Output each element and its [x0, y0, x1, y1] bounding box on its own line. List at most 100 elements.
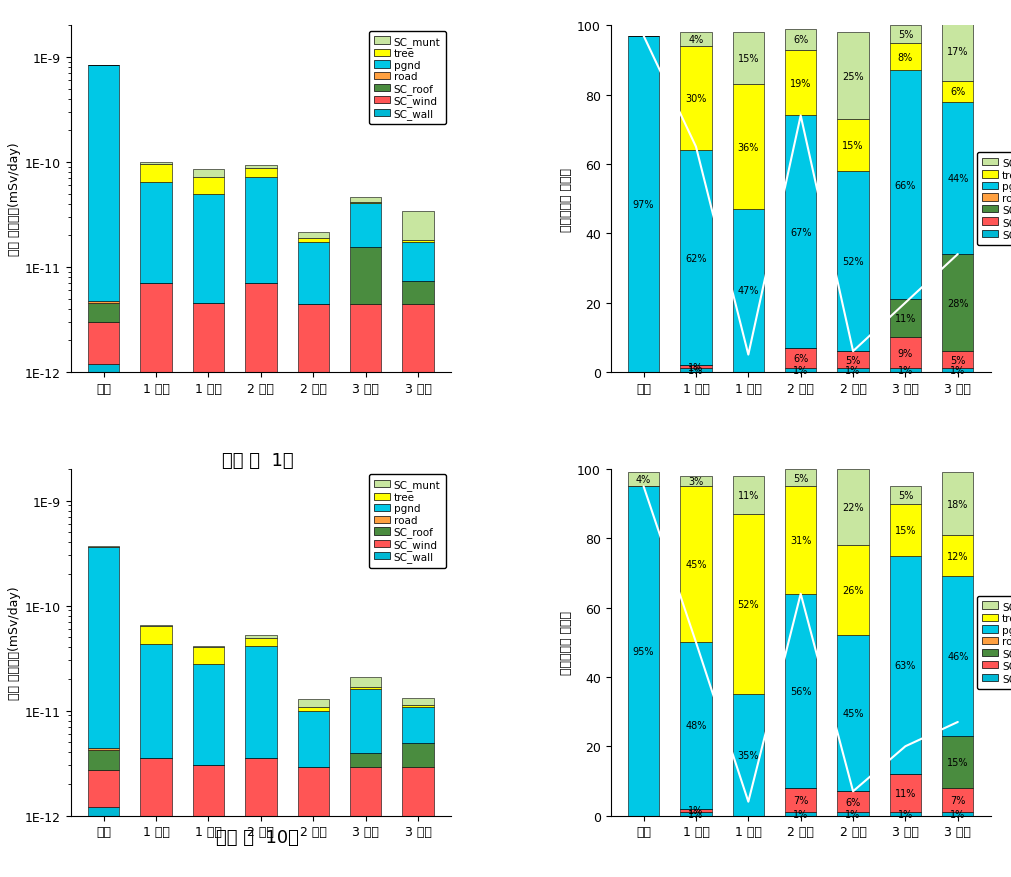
Legend: SC_munt, tree, pgnd, road, SC_roof, SC_wind, SC_wall: SC_munt, tree, pgnd, road, SC_roof, SC_w…	[977, 153, 1011, 246]
Bar	[402, 705, 434, 707]
Bar	[942, 352, 974, 369]
Bar	[350, 677, 381, 687]
Bar	[837, 545, 868, 636]
Bar	[890, 487, 921, 504]
Bar	[297, 858, 329, 877]
Bar	[890, 44, 921, 71]
Bar	[350, 414, 381, 877]
Bar	[193, 647, 224, 664]
Bar	[297, 233, 329, 239]
Text: 15%: 15%	[738, 54, 759, 64]
Bar	[193, 646, 224, 647]
Bar	[628, 473, 659, 487]
Text: 3%: 3%	[688, 476, 704, 487]
Bar	[141, 847, 172, 877]
Bar	[297, 707, 329, 711]
Text: 17%: 17%	[947, 47, 969, 57]
Bar	[837, 172, 868, 352]
Bar	[942, 788, 974, 812]
Bar	[733, 85, 764, 210]
Bar	[297, 242, 329, 305]
Text: 사고 후  10년: 사고 후 10년	[216, 828, 299, 846]
Bar	[297, 699, 329, 707]
Bar	[193, 304, 224, 404]
Bar	[141, 404, 172, 877]
Bar	[890, 300, 921, 338]
Bar	[245, 284, 277, 404]
Bar	[680, 47, 712, 151]
Bar	[402, 242, 434, 282]
Bar	[402, 241, 434, 242]
Bar	[890, 26, 921, 44]
Bar	[680, 487, 712, 643]
Bar	[890, 338, 921, 369]
Bar	[942, 255, 974, 352]
Bar	[350, 305, 381, 414]
Text: 25%: 25%	[842, 72, 863, 82]
Text: 15%: 15%	[947, 757, 969, 767]
Bar	[733, 33, 764, 85]
Text: 11%: 11%	[895, 314, 916, 324]
Text: 7%: 7%	[793, 795, 809, 805]
Bar	[88, 66, 119, 302]
Y-axis label: 일일 피폭선량(mSv/day): 일일 피폭선량(mSv/day)	[8, 143, 21, 256]
Text: 45%: 45%	[685, 560, 707, 570]
Text: 95%: 95%	[633, 646, 654, 656]
Bar	[245, 166, 277, 169]
Bar	[245, 635, 277, 638]
Text: 30%: 30%	[685, 94, 707, 104]
Bar	[193, 178, 224, 195]
Bar	[350, 203, 381, 204]
Text: 4%: 4%	[688, 35, 704, 45]
Bar	[733, 515, 764, 695]
Text: 47%: 47%	[738, 286, 759, 296]
Bar	[350, 858, 381, 877]
Bar	[350, 248, 381, 305]
Text: 1%: 1%	[688, 362, 704, 373]
Bar	[890, 812, 921, 816]
Text: 1%: 1%	[688, 809, 704, 819]
Text: 4%: 4%	[636, 474, 651, 485]
Bar	[680, 643, 712, 809]
Bar	[837, 469, 868, 545]
Text: 5%: 5%	[898, 490, 913, 501]
Bar	[890, 774, 921, 812]
Bar	[350, 204, 381, 248]
Bar	[350, 767, 381, 858]
Bar	[785, 30, 817, 51]
Bar	[942, 82, 974, 103]
Bar	[402, 698, 434, 705]
Text: 6%: 6%	[793, 353, 809, 364]
Bar	[245, 169, 277, 178]
Bar	[942, 577, 974, 736]
Bar	[297, 767, 329, 858]
Text: 26%: 26%	[842, 586, 863, 595]
Text: 5%: 5%	[845, 355, 860, 366]
Bar	[785, 487, 817, 594]
Bar	[350, 687, 381, 689]
Bar	[785, 594, 817, 788]
Bar	[785, 812, 817, 816]
Text: 19%: 19%	[790, 78, 812, 89]
Bar	[141, 284, 172, 404]
Bar	[785, 788, 817, 812]
Bar	[837, 120, 868, 172]
Bar	[680, 812, 712, 816]
Bar	[88, 808, 119, 877]
Bar	[733, 695, 764, 816]
Text: 36%: 36%	[738, 142, 759, 153]
Bar	[785, 117, 817, 348]
Text: 1%: 1%	[793, 809, 809, 819]
Text: 6%: 6%	[950, 87, 966, 97]
Bar	[837, 791, 868, 812]
Legend: SC_munt, tree, pgnd, road, SC_roof, SC_wind, SC_wall: SC_munt, tree, pgnd, road, SC_roof, SC_w…	[977, 595, 1011, 689]
Bar	[141, 624, 172, 626]
Bar	[88, 364, 119, 877]
Bar	[193, 766, 224, 847]
Bar	[785, 51, 817, 117]
Text: 15%: 15%	[895, 525, 916, 535]
Bar	[245, 638, 277, 646]
Bar	[88, 750, 119, 770]
Bar	[88, 304, 119, 323]
Bar	[890, 504, 921, 556]
